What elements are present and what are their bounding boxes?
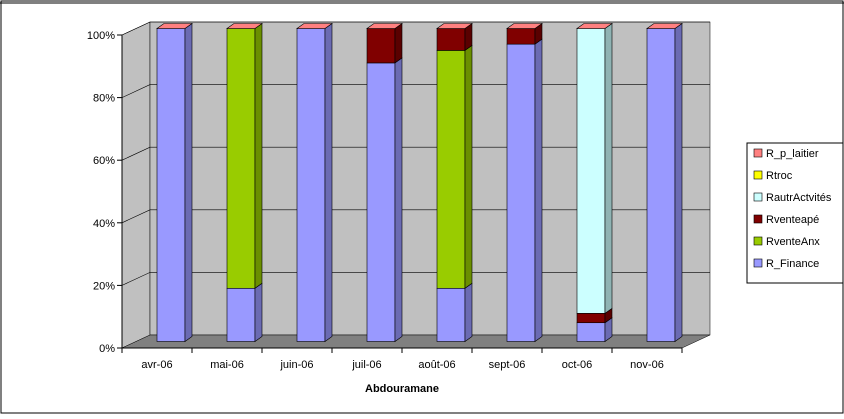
bar-side	[184, 22, 193, 343]
bar-segment	[436, 282, 473, 343]
x-tick-label: nov-06	[630, 359, 664, 371]
x-tick-label: août-06	[418, 359, 455, 371]
y-tick-label: 100%	[87, 30, 115, 42]
gridline	[121, 21, 710, 36]
x-tick-label: sept-06	[489, 359, 526, 371]
bar-top	[226, 23, 263, 29]
bar-stack-avr-06	[156, 22, 193, 343]
bar-side	[254, 282, 263, 343]
chart-walls	[121, 21, 711, 349]
bar-front	[576, 313, 606, 324]
y-tick-label: 0%	[99, 343, 115, 355]
legend-swatch	[753, 236, 763, 246]
x-tick-label: oct-06	[562, 359, 593, 371]
bar-front	[436, 50, 466, 289]
bar-front	[506, 43, 536, 342]
bar-front	[506, 28, 536, 45]
bar-front	[366, 28, 396, 64]
bar-side	[604, 22, 613, 314]
legend-label: RautrActvités	[766, 192, 832, 204]
legend-box	[746, 142, 844, 284]
bar-stack-mai-06	[226, 22, 263, 343]
side-wall	[121, 21, 151, 349]
legend-swatch	[753, 170, 763, 180]
legend-item: R_p_laitier	[753, 148, 819, 160]
legend-item: Rventeapé	[753, 214, 819, 226]
bar-stack-oct-06	[576, 22, 613, 343]
bar-stack-juin-06	[296, 22, 333, 343]
bar-side	[394, 57, 403, 343]
legend-swatch	[753, 258, 763, 268]
bar-side	[464, 282, 473, 343]
bar-segment	[366, 57, 403, 343]
bar-stack-août-06	[436, 22, 473, 343]
bar-front	[646, 28, 676, 342]
x-tick-label: juin-06	[279, 359, 313, 371]
legend-swatch	[753, 214, 763, 224]
x-axis-title: Abdouramane	[365, 383, 439, 395]
legend-label: Rtroc	[766, 170, 793, 182]
bar-top	[646, 23, 683, 29]
bar-top	[296, 23, 333, 29]
y-tick-label: 40%	[93, 218, 115, 230]
bar-segment	[506, 38, 543, 343]
bars	[156, 22, 683, 343]
bar-side	[464, 44, 473, 289]
bar-segment	[646, 22, 683, 343]
bar-segment	[226, 22, 263, 289]
bar-segment	[366, 22, 403, 64]
legend-label: RventeAnx	[766, 236, 820, 248]
bar-front	[576, 28, 606, 314]
bar-side	[324, 22, 333, 343]
legend-item: RventeAnx	[753, 236, 820, 248]
y-tick-label: 20%	[93, 280, 115, 292]
legend-item: RautrActvités	[753, 192, 832, 204]
axes: 0% 20% 40% 60% 80% 100% avr-06 mai-06 juin-06 jui…	[87, 30, 683, 371]
bar-stack-sept-06	[506, 22, 543, 343]
bar-segment	[436, 44, 473, 289]
bar-stack-juil-06	[366, 22, 403, 343]
floor	[121, 334, 711, 349]
legend-item: R_Finance	[753, 258, 819, 270]
x-tick-label: juil-06	[351, 359, 381, 371]
bar-segment	[296, 22, 333, 343]
bar-segment	[226, 282, 263, 343]
bar-front	[366, 62, 396, 342]
legend: R_p_laitier Rtroc RautrActvités Rventeapé Rv…	[746, 142, 844, 284]
bar-segment	[576, 22, 613, 314]
bar-front	[296, 28, 326, 342]
legend-label: R_p_laitier	[766, 148, 819, 160]
y-tick-label: 60%	[93, 155, 115, 167]
bar-segment	[576, 317, 613, 343]
y-tick-label: 80%	[93, 93, 115, 105]
bar-top	[436, 23, 473, 29]
bar-top	[576, 23, 613, 29]
bar-segment	[156, 22, 193, 343]
bar-segment	[436, 22, 473, 51]
bar-front	[226, 287, 256, 342]
bar-top	[506, 23, 543, 29]
bar-front	[576, 322, 606, 342]
bar-front	[156, 28, 186, 342]
bar-front	[226, 28, 256, 289]
bar-side	[534, 38, 543, 343]
bar-side	[254, 22, 263, 289]
bar-stack-nov-06	[646, 22, 683, 343]
bar-side	[674, 22, 683, 343]
legend-label: R_Finance	[766, 258, 819, 270]
legend-label: Rventeapé	[766, 214, 819, 226]
bar-top	[156, 23, 193, 29]
bar-front	[436, 287, 466, 342]
legend-swatch	[753, 148, 763, 158]
bar-top	[366, 23, 403, 29]
x-tick-label: mai-06	[210, 359, 244, 371]
x-tick-label: avr-06	[141, 359, 172, 371]
legend-swatch	[753, 192, 763, 202]
bar-side	[394, 22, 403, 64]
legend-item: Rtroc	[753, 170, 793, 182]
bar-front	[436, 28, 466, 51]
